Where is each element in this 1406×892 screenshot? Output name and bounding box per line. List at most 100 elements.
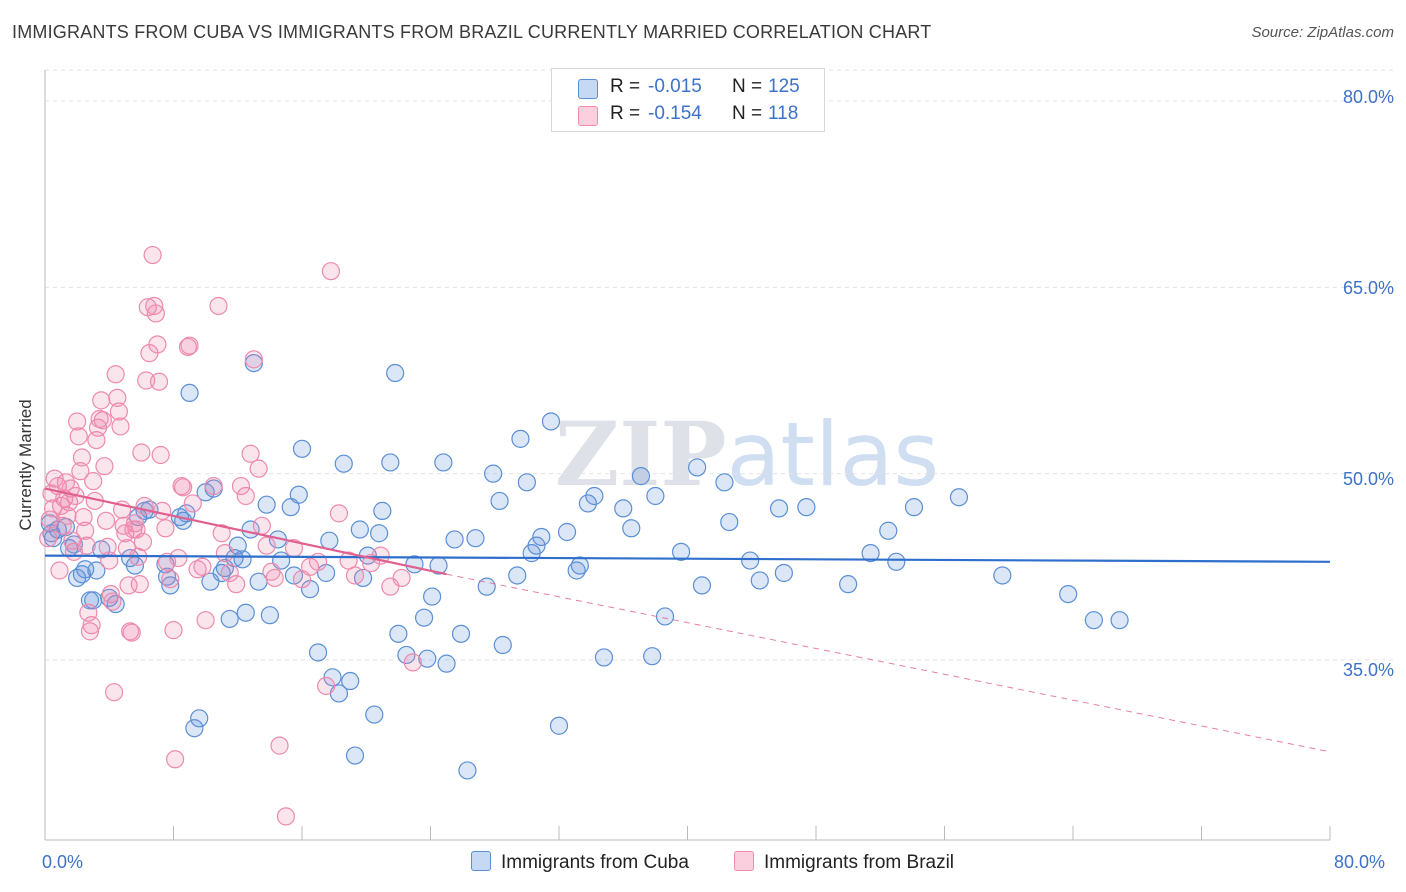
point-brazil-8 bbox=[53, 516, 72, 535]
point-brazil-10 bbox=[56, 473, 75, 492]
point-cuba-8 bbox=[72, 565, 92, 584]
point-cuba-104 bbox=[655, 607, 675, 626]
legend-brazil-n-value: 118 bbox=[768, 103, 799, 124]
point-brazil-90 bbox=[231, 476, 251, 496]
point-brazil-80 bbox=[183, 494, 202, 513]
point-cuba-38 bbox=[233, 550, 252, 569]
point-cuba-39 bbox=[236, 603, 255, 622]
point-brazil-84 bbox=[204, 476, 223, 496]
point-cuba-64 bbox=[370, 524, 389, 543]
point-brazil-22 bbox=[76, 521, 95, 540]
point-brazil-57 bbox=[132, 443, 151, 462]
y-tick-label-35: 35.0% bbox=[1342, 660, 1394, 680]
bottom-legend-label-brazil: Immigrants from Brazil bbox=[764, 852, 955, 873]
point-brazil-44 bbox=[111, 417, 130, 436]
point-cuba-76 bbox=[437, 654, 456, 673]
point-cuba-35 bbox=[220, 609, 239, 629]
legend-brazil-r-value: -0.154 bbox=[648, 103, 702, 124]
point-cuba-99 bbox=[614, 499, 633, 518]
legend-row-cuba: R = -0.015 N = 125 bbox=[552, 74, 822, 102]
point-brazil-72 bbox=[161, 570, 180, 589]
point-brazil-87 bbox=[215, 544, 234, 563]
point-brazil-21 bbox=[74, 507, 93, 527]
point-cuba-15 bbox=[106, 594, 125, 614]
bottom-legend-cuba: Immigrants from Cuba bbox=[471, 851, 689, 874]
watermark-atlas: atlas bbox=[726, 403, 940, 506]
point-brazil-27 bbox=[84, 471, 103, 491]
watermark-zip: ZIP bbox=[555, 402, 727, 506]
x-tick-label-80: 80.0% bbox=[1334, 852, 1386, 872]
point-cuba-57 bbox=[334, 454, 353, 473]
point-cuba-68 bbox=[389, 624, 408, 643]
point-cuba-65 bbox=[373, 501, 392, 520]
point-brazil-20 bbox=[72, 448, 92, 467]
legend-brazil-n-label: N = bbox=[732, 103, 763, 124]
point-brazil-34 bbox=[95, 457, 114, 476]
point-cuba-23 bbox=[161, 576, 180, 595]
point-brazil-93 bbox=[244, 350, 263, 369]
point-brazil-114 bbox=[403, 653, 422, 672]
point-brazil-94 bbox=[249, 459, 268, 478]
point-brazil-23 bbox=[77, 536, 96, 555]
point-brazil-113 bbox=[392, 568, 411, 588]
legend-cuba-n-value: 125 bbox=[768, 76, 800, 97]
point-brazil-6 bbox=[50, 561, 69, 580]
point-cuba-103 bbox=[646, 486, 665, 506]
point-cuba-71 bbox=[414, 608, 434, 627]
chart-title: IMMIGRANTS FROM CUBA VS IMMIGRANTS FROM … bbox=[12, 22, 932, 42]
watermark: ZIPatlas bbox=[555, 402, 939, 506]
point-cuba-43 bbox=[257, 495, 276, 514]
point-cuba-124 bbox=[1110, 611, 1129, 630]
point-cuba-77 bbox=[445, 530, 464, 549]
point-cuba-100 bbox=[622, 519, 641, 538]
point-brazil-26 bbox=[82, 616, 101, 635]
point-cuba-94 bbox=[567, 561, 586, 580]
trendline-brazil bbox=[44, 487, 447, 576]
point-cuba-114 bbox=[797, 498, 816, 517]
point-brazil-18 bbox=[69, 427, 88, 446]
point-cuba-82 bbox=[484, 464, 503, 483]
point-brazil-88 bbox=[220, 563, 239, 583]
point-brazil-105 bbox=[316, 676, 336, 696]
point-cuba-119 bbox=[904, 498, 924, 517]
point-cuba-97 bbox=[585, 486, 604, 506]
point-cuba-115 bbox=[839, 575, 858, 594]
point-brazil-73 bbox=[164, 621, 183, 640]
point-cuba-44 bbox=[260, 606, 279, 625]
point-cuba-27 bbox=[180, 383, 199, 403]
legend-cuba-r-value: -0.015 bbox=[648, 76, 702, 97]
point-brazil-37 bbox=[100, 551, 119, 570]
point-cuba-120 bbox=[949, 488, 969, 507]
point-cuba-87 bbox=[517, 473, 536, 492]
point-brazil-70 bbox=[156, 519, 175, 538]
source-label: Source: ZipAtlas.com bbox=[1251, 24, 1394, 41]
point-brazil-92 bbox=[241, 444, 260, 463]
point-cuba-69 bbox=[397, 645, 416, 665]
point-brazil-85 bbox=[209, 296, 228, 316]
bottom-legend-swatch-cuba bbox=[471, 851, 491, 871]
point-brazil-42 bbox=[108, 388, 127, 407]
legend-swatch-brazil bbox=[578, 106, 598, 126]
point-cuba-84 bbox=[493, 635, 512, 655]
point-brazil-107 bbox=[329, 504, 349, 523]
y-tick-label-65: 65.0% bbox=[1342, 278, 1394, 298]
point-cuba-106 bbox=[688, 458, 707, 477]
point-cuba-66 bbox=[381, 453, 400, 472]
point-brazil-43 bbox=[109, 402, 128, 421]
point-cuba-101 bbox=[631, 467, 651, 486]
point-cuba-89 bbox=[527, 536, 546, 555]
point-cuba-96 bbox=[578, 494, 598, 513]
point-cuba-112 bbox=[769, 499, 789, 518]
legend-cuba-n-label: N = bbox=[732, 76, 763, 97]
point-cuba-86 bbox=[511, 429, 530, 448]
point-cuba-122 bbox=[1059, 584, 1078, 604]
point-cuba-60 bbox=[350, 520, 369, 539]
point-brazil-65 bbox=[146, 304, 165, 323]
point-brazil-41 bbox=[106, 365, 125, 384]
point-cuba-91 bbox=[541, 412, 561, 431]
point-cuba-90 bbox=[532, 527, 551, 547]
legend-swatch-cuba bbox=[578, 79, 598, 99]
y-tick-label-50: 50.0% bbox=[1342, 469, 1394, 489]
y-tick-label-80: 80.0% bbox=[1342, 87, 1394, 107]
